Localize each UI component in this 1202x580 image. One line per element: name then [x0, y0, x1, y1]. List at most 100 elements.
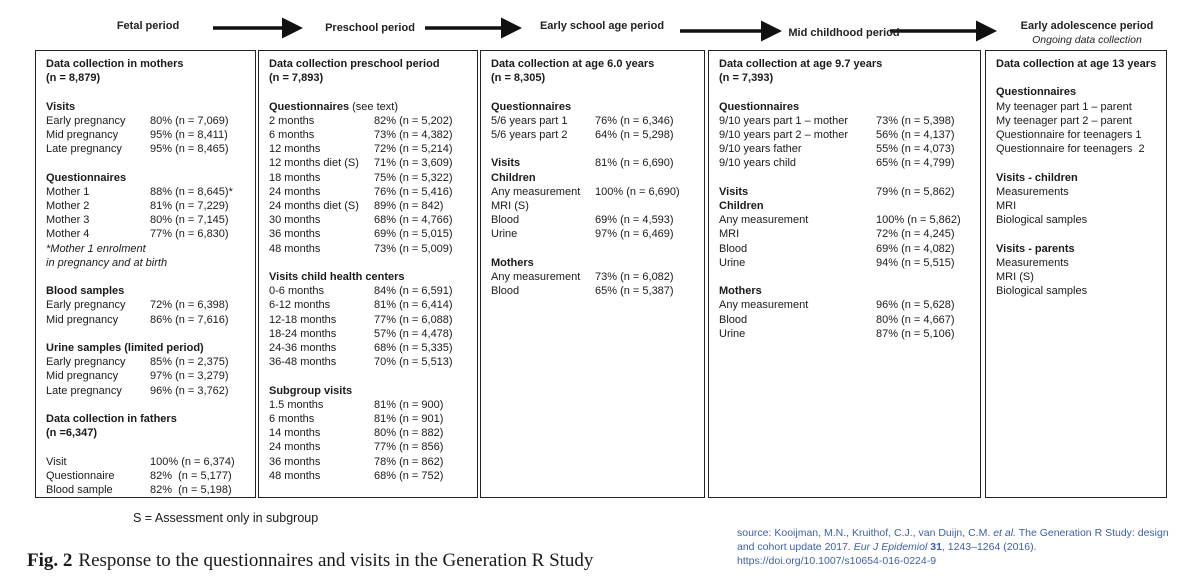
row-label: Biological samples [996, 214, 1088, 227]
row-label: Mid pregnancy [46, 129, 119, 141]
row-value: 82% (n = 5,198) [150, 484, 232, 496]
source-text: Eur J Epidemiol [853, 541, 928, 553]
data-row: 6 months 73% (n = 4,382) [269, 128, 477, 142]
data-row: 12 months 72% (n = 5,214) [269, 142, 477, 156]
data-row: 5/6 years part 2 64% (n = 5,298) [491, 128, 704, 142]
row-value: 65% (n = 5,387) [595, 285, 674, 298]
row-value: 69% (n = 4,593) [595, 214, 674, 227]
data-row: Visit 100% (n = 6,374) [46, 455, 255, 469]
column-box: Data collection at age 9.7 years (n = 7,3… [708, 50, 981, 498]
data-row: My teenager part 1 – parent [996, 100, 1166, 114]
row-label: Questionnaire for teenagers 2 [996, 143, 1145, 156]
period-subtitle: Ongoing data collection [1032, 34, 1142, 46]
row-label: 24 months diet (S) [269, 200, 359, 213]
period-header: Early school age period [540, 20, 664, 32]
row-label: Blood [491, 214, 520, 227]
row-value: 71% (n = 3,609) [374, 157, 453, 170]
row-value: 96% (n = 3,762) [150, 384, 229, 397]
section-heading: Visits [46, 100, 255, 114]
row-label: 36 months [269, 228, 321, 241]
data-row: Mother 1 88% (n = 8,645)* [46, 185, 255, 199]
data-row: Early pregnancy 85% (n = 2,375) [46, 355, 255, 369]
section-heading-text: Mothers [719, 285, 762, 298]
data-row: Urine 94% (n = 5,515) [719, 256, 980, 270]
row-value: 80% (n = 7,069) [150, 114, 229, 127]
row-label: 36-48 months [269, 356, 337, 369]
footnote: S = Assessment only in subgroup [133, 511, 319, 525]
data-row: 6 months 81% (n = 901) [269, 412, 477, 426]
row-value: 72% (n = 6,398) [150, 299, 229, 312]
data-row: Mid pregnancy 86% (n = 7,616) [46, 313, 255, 327]
row-label: 6 months [269, 129, 315, 141]
data-row: Mid pregnancy 95% (n = 8,411) [46, 128, 255, 142]
data-row: 36-48 months 70% (n = 5,513) [269, 355, 477, 369]
source-link[interactable]: https://doi.org/10.1007/s10654-016-0224-… [737, 555, 937, 567]
row-value: 68% (n = 4,766) [374, 214, 453, 227]
row-label: Questionnaire for teenagers 1 [996, 129, 1142, 141]
section-heading: Mothers [491, 256, 704, 270]
section-heading-text: Blood samples [46, 285, 125, 298]
column-box: Data collection at age 6.0 years (n = 8,3… [480, 50, 705, 498]
row-label: Any measurement [491, 185, 581, 198]
data-row: 18-24 months 57% (n = 4,478) [269, 327, 477, 341]
section: Questionnaires 5/6 years part 1 76% (n = 6… [491, 100, 704, 143]
row-value: 76% (n = 5,416) [374, 185, 453, 198]
section: Visits 81% (n = 6,690) Children Any measure… [491, 156, 704, 241]
data-row: Late pregnancy 95% (n = 8,465) [46, 142, 255, 156]
row-label: Late pregnancy [46, 384, 122, 397]
data-row: 9/10 years father 55% (n = 4,073) [719, 142, 980, 156]
data-row: 36 months 69% (n = 5,015) [269, 227, 477, 241]
section-value: 79% (n = 5,862) [876, 185, 955, 198]
source-text: et al. [993, 527, 1016, 539]
source-text: The Generation R Study: design and cohor… [737, 527, 1169, 553]
data-row: 48 months 68% (n = 752) [269, 469, 477, 483]
row-label: Blood [719, 242, 748, 255]
row-value: 85% (n = 2,375) [150, 356, 229, 369]
data-row: 9/10 years part 1 – mother 73% (n = 5,398… [719, 114, 980, 128]
data-row: 30 months 68% (n = 4,766) [269, 213, 477, 227]
period-label: Early adolescence period [1020, 20, 1154, 32]
section: Visits child health centers 0-6 months 84%… [269, 270, 477, 369]
section-heading: Questionnaires [491, 100, 704, 114]
row-label: Any measurement [491, 271, 581, 283]
row-label: 9/10 years father [719, 143, 802, 156]
source-text: source: Kooijman, M.N., Kruithof, C.J., … [737, 527, 991, 539]
column-title: Data collection in mothers [46, 58, 184, 70]
row-value: 95% (n = 8,411) [150, 129, 228, 141]
data-row: 24 months diet (S) 89% (n = 842) [269, 199, 477, 213]
row-label: Early pregnancy [46, 114, 126, 127]
row-label: My teenager part 2 – parent [996, 114, 1132, 127]
row-label: 9/10 years part 2 – mother [719, 129, 849, 141]
section-heading: Visits [491, 157, 521, 170]
heading-row: Visits 81% (n = 6,690) [491, 156, 704, 170]
section-heading-text: Questionnaires [269, 100, 350, 113]
data-row: 5/6 years part 1 76% (n = 6,346) [491, 114, 704, 128]
row-label: 24 months [269, 185, 321, 198]
data-row: Blood 69% (n = 4,082) [719, 242, 980, 256]
section-heading-text: Visits - parents [996, 242, 1075, 255]
section: Questionnaires 9/10 years part 1 – mother… [719, 100, 980, 171]
caption: Fig. 2 Response to the questionnaires and… [27, 550, 593, 572]
row-label: 30 months [269, 214, 321, 227]
row-label: Late pregnancy [46, 143, 122, 156]
row-value: 95% (n = 8,465) [150, 143, 229, 156]
data-row: Measurements [996, 256, 1166, 270]
data-row: 36 months 78% (n = 862) [269, 455, 477, 469]
data-row: 2 months 82% (n = 5,202) [269, 114, 477, 128]
data-row: 1.5 months 81% (n = 900) [269, 398, 477, 412]
row-label: 12 months diet (S) [269, 157, 359, 170]
row-value: 97% (n = 3,279) [150, 370, 229, 383]
row-label: Urine [719, 327, 746, 340]
column-title: Data collection at age 6.0 years [491, 58, 655, 70]
row-label: Mid pregnancy [46, 313, 119, 326]
section-value: 81% (n = 6,690) [595, 157, 674, 170]
column-box: Data collection preschool period (n = 7,8… [258, 50, 478, 498]
row-value: 82% (n = 5,177) [150, 469, 232, 482]
section: Visits - children Measurements MRI Biologic… [996, 171, 1166, 228]
row-value: 97% (n = 6,469) [595, 228, 674, 241]
row-value: 69% (n = 5,015) [374, 228, 453, 241]
period-label: Mid childhood period [788, 27, 900, 39]
row-value: 57% (n = 4,478) [374, 327, 453, 340]
data-row: 24-36 months 68% (n = 5,335) [269, 341, 477, 355]
